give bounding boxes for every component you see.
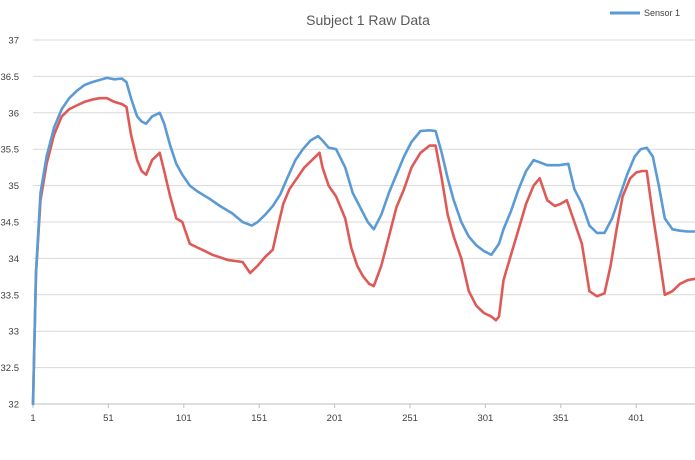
x-tick-label: 101 [176,413,192,424]
y-tick-label: 32 [8,400,19,411]
series [31,76,695,406]
y-tick-label: 33.5 [1,290,20,301]
legend-label-sensor-1: Sensor 1 [644,8,680,18]
y-tick-label: 36.5 [1,72,20,83]
grid [33,39,695,369]
y-tick-label: 34.5 [1,218,20,229]
chart-title: Subject 1 Raw Data [306,12,430,28]
x-tick-label: 301 [477,413,493,424]
y-tick-label: 33 [8,327,19,338]
y-tick-label: 34 [8,254,19,265]
series-line-1 [31,76,695,406]
x-tick-label: 201 [327,413,343,424]
x-tick-label: 401 [628,413,644,424]
y-tick-label: 37 [8,36,19,47]
x-tick-label: 1 [30,413,35,424]
y-tick-label: 36 [8,108,19,119]
x-tick-label: 251 [402,413,418,424]
y-tick-label: 35.5 [1,145,20,156]
legend: Sensor 1 [610,8,680,18]
x-tick-label: 351 [553,413,569,424]
y-tick-label: 32.5 [1,363,20,374]
x-tick-label: 151 [251,413,267,424]
x-tick-label: 51 [103,413,114,424]
series-line-2 [31,96,695,406]
y-tick-label: 35 [8,181,19,192]
